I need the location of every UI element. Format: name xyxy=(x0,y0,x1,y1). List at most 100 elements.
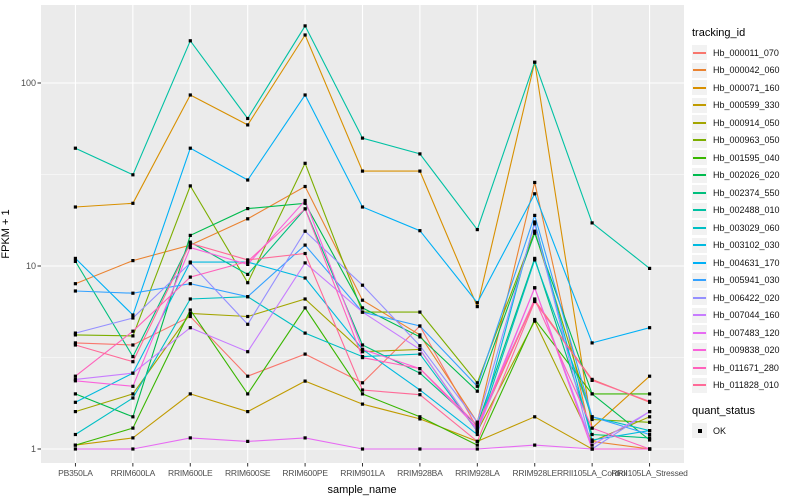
data-point-marker xyxy=(475,447,479,451)
legend-key-line-icon xyxy=(693,51,706,54)
legend-item: Hb_000914_050 xyxy=(692,114,798,132)
x-tick-label: RRIM600LA xyxy=(110,468,156,478)
legend-key-line-icon xyxy=(693,209,706,212)
data-point-marker xyxy=(360,205,365,209)
data-point-marker xyxy=(360,343,365,347)
data-point-marker xyxy=(246,281,250,285)
data-point-marker xyxy=(360,402,365,406)
legend-title-quant-status: quant_status xyxy=(692,405,755,417)
legend-item: Hb_002026_020 xyxy=(692,167,798,185)
data-point-marker xyxy=(590,415,594,419)
data-point-marker xyxy=(533,60,537,64)
legend-item: Hb_011671_280 xyxy=(692,359,798,377)
data-point-marker xyxy=(188,241,192,245)
data-point-marker xyxy=(590,378,594,382)
data-point-marker xyxy=(533,229,537,233)
data-point-marker xyxy=(590,432,594,437)
data-point-marker xyxy=(188,326,192,330)
legend-item-label: Hb_003102_030 xyxy=(713,240,780,251)
data-point-marker xyxy=(73,146,77,150)
legend-item-label: Hb_007044_160 xyxy=(713,310,780,321)
data-point-marker xyxy=(73,343,77,347)
data-point-marker xyxy=(131,343,135,347)
legend-item: Hb_003102_030 xyxy=(692,237,798,255)
legend-key-line-icon xyxy=(693,279,706,282)
data-point-marker xyxy=(73,333,77,337)
data-point-marker xyxy=(475,423,479,427)
x-tick-label: RRIM901LA xyxy=(340,468,385,478)
data-point-marker xyxy=(648,392,652,396)
legend-key-line-icon xyxy=(693,86,706,89)
data-point-marker xyxy=(418,229,422,233)
data-point-marker xyxy=(131,355,135,359)
data-point-marker xyxy=(73,447,77,451)
data-point-marker xyxy=(188,184,192,188)
data-point-marker xyxy=(475,420,479,424)
legend-key xyxy=(692,272,707,288)
data-point-marker xyxy=(303,261,307,265)
legend-key xyxy=(692,150,707,166)
legend-key-line-icon xyxy=(693,384,706,387)
data-point-marker xyxy=(246,178,250,182)
data-point-marker xyxy=(188,261,192,265)
data-point-marker xyxy=(188,297,192,301)
legend-item-label: Hb_000963_050 xyxy=(713,135,780,146)
data-point-marker xyxy=(131,291,135,295)
data-point-marker xyxy=(475,432,479,437)
data-point-marker xyxy=(188,39,192,43)
data-point-marker xyxy=(475,439,479,443)
data-point-marker xyxy=(418,333,422,337)
data-point-marker xyxy=(360,169,365,173)
data-point-marker xyxy=(131,392,135,396)
data-point-marker xyxy=(131,259,135,263)
legend-key xyxy=(692,423,707,439)
data-point-marker xyxy=(246,410,250,414)
legend-key-line-icon xyxy=(693,191,706,194)
legend-key xyxy=(692,220,707,236)
data-point-marker xyxy=(188,311,192,316)
data-point-marker xyxy=(246,258,250,262)
data-point-marker xyxy=(533,220,537,224)
legend-item: Hb_000011_070 xyxy=(692,44,798,62)
legend-item: Hb_002374_550 xyxy=(692,184,798,202)
data-point-marker xyxy=(188,275,192,279)
data-point-marker xyxy=(188,233,192,237)
data-point-marker xyxy=(303,229,307,233)
legend-key xyxy=(692,80,707,96)
data-point-marker xyxy=(303,331,307,335)
data-point-marker xyxy=(73,289,77,293)
data-point-marker xyxy=(360,350,365,354)
data-point-marker xyxy=(590,426,594,430)
y-axis-title: FPKM + 1 xyxy=(0,209,12,259)
data-point-marker xyxy=(303,379,307,383)
data-point-marker xyxy=(188,146,192,150)
data-point-marker xyxy=(360,298,365,302)
legend-key-line-icon xyxy=(693,139,706,142)
data-point-marker xyxy=(131,201,135,205)
x-axis-title: sample_name xyxy=(327,484,397,496)
data-point-marker xyxy=(475,389,479,393)
legend-item-label: Hb_002374_550 xyxy=(713,187,780,198)
legend-item: Hb_003029_060 xyxy=(692,219,798,237)
data-point-marker xyxy=(533,222,537,226)
x-tick-label: RRIM600SE xyxy=(224,468,271,478)
data-point-marker xyxy=(73,432,77,437)
data-point-marker xyxy=(648,399,652,403)
data-point-marker xyxy=(648,432,652,437)
legend-item-label: Hb_004631_170 xyxy=(713,257,780,268)
data-point-marker xyxy=(475,429,479,433)
legend-key xyxy=(692,45,707,61)
legend-item: Hb_001595_040 xyxy=(692,149,798,167)
legend-key xyxy=(692,202,707,218)
data-point-marker xyxy=(303,306,307,310)
legend-key xyxy=(692,290,707,306)
legend-item-label: Hb_003029_060 xyxy=(713,222,780,233)
data-point-marker xyxy=(475,443,479,447)
data-point-marker xyxy=(590,438,594,442)
data-point-marker xyxy=(131,313,135,317)
data-point-marker xyxy=(246,116,250,121)
data-point-marker xyxy=(246,322,250,326)
data-point-marker xyxy=(131,360,135,364)
data-point-marker xyxy=(188,308,192,312)
legend-item-label: Hb_002488_010 xyxy=(713,205,780,216)
